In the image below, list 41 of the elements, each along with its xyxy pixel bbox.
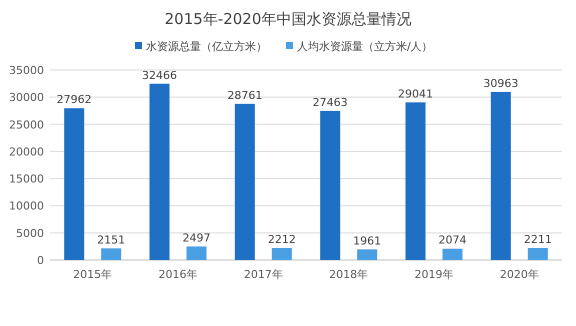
- x-tick-label: 2015年: [73, 268, 112, 281]
- title: 2015年-2020年中国水资源总量情况: [164, 10, 412, 28]
- x-tick-label: 2020年: [500, 268, 539, 281]
- data-label: 28761: [227, 88, 262, 102]
- bar: [442, 248, 462, 260]
- data-label: 27962: [56, 93, 92, 106]
- bar: [150, 84, 170, 260]
- x-tick-label: 2019年: [414, 268, 454, 281]
- bar: [528, 248, 548, 260]
- x-tick-label: 2018年: [329, 268, 368, 281]
- data-label: 2497: [182, 231, 210, 244]
- bar: [490, 92, 511, 260]
- bar: [186, 246, 206, 260]
- bar: [101, 248, 122, 260]
- data-label: 2151: [97, 233, 126, 246]
- data-label: 2211: [524, 232, 552, 246]
- data-label: 1961: [353, 234, 382, 248]
- y-tick-label: 5000: [16, 226, 44, 240]
- bar: [320, 110, 340, 260]
- data-label: 2212: [268, 232, 296, 246]
- data-label: 32466: [142, 68, 177, 82]
- bar: [357, 249, 378, 260]
- y-tick-label: 30000: [9, 91, 44, 104]
- data-label: 29041: [398, 87, 433, 100]
- bar: [64, 108, 84, 260]
- legend-label: 水资源总量（亿立方米）: [146, 40, 267, 53]
- y-tick-label: 25000: [9, 118, 44, 132]
- bar: [272, 248, 292, 260]
- y-tick-label: 15000: [9, 172, 44, 186]
- y-tick-label: 0: [37, 254, 44, 267]
- x-tick-label: 2017年: [244, 268, 283, 281]
- data-label: 27463: [312, 96, 348, 109]
- y-tick-label: 20000: [9, 145, 44, 158]
- bar: [406, 102, 426, 260]
- legend-label: 人均水资源量（立方米/人）: [297, 40, 433, 53]
- x-tick-label: 2016年: [158, 268, 198, 281]
- y-tick-label: 10000: [9, 200, 44, 213]
- data-label: 2074: [438, 234, 466, 247]
- y-tick-label: 35000: [9, 64, 44, 77]
- bar: [234, 104, 255, 260]
- data-label: 30963: [483, 76, 518, 90]
